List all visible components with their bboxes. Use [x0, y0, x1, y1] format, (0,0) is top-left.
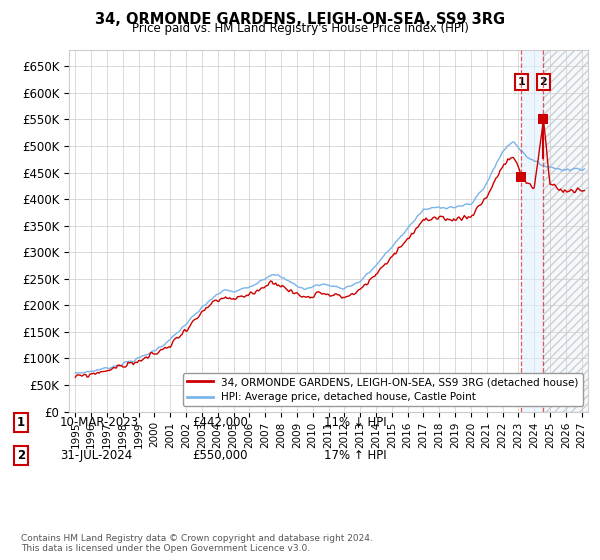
Text: 2: 2 — [539, 77, 547, 87]
Text: 11% ↓ HPI: 11% ↓ HPI — [324, 416, 386, 430]
Text: 1: 1 — [17, 416, 25, 430]
Text: 31-JUL-2024: 31-JUL-2024 — [60, 449, 132, 462]
Text: 2: 2 — [17, 449, 25, 462]
Bar — [521, 50, 544, 412]
Text: 10-MAR-2023: 10-MAR-2023 — [60, 416, 139, 430]
Legend: 34, ORMONDE GARDENS, LEIGH-ON-SEA, SS9 3RG (detached house), HPI: Average price,: 34, ORMONDE GARDENS, LEIGH-ON-SEA, SS9 3… — [183, 373, 583, 407]
Text: Price paid vs. HM Land Registry's House Price Index (HPI): Price paid vs. HM Land Registry's House … — [131, 22, 469, 35]
Text: Contains HM Land Registry data © Crown copyright and database right 2024.
This d: Contains HM Land Registry data © Crown c… — [21, 534, 373, 553]
Text: £442,000: £442,000 — [192, 416, 248, 430]
Text: 1: 1 — [518, 77, 525, 87]
Bar — [544, 50, 600, 412]
Text: 34, ORMONDE GARDENS, LEIGH-ON-SEA, SS9 3RG: 34, ORMONDE GARDENS, LEIGH-ON-SEA, SS9 3… — [95, 12, 505, 27]
Bar — [544, 50, 600, 412]
Text: 17% ↑ HPI: 17% ↑ HPI — [324, 449, 386, 462]
Text: £550,000: £550,000 — [192, 449, 248, 462]
